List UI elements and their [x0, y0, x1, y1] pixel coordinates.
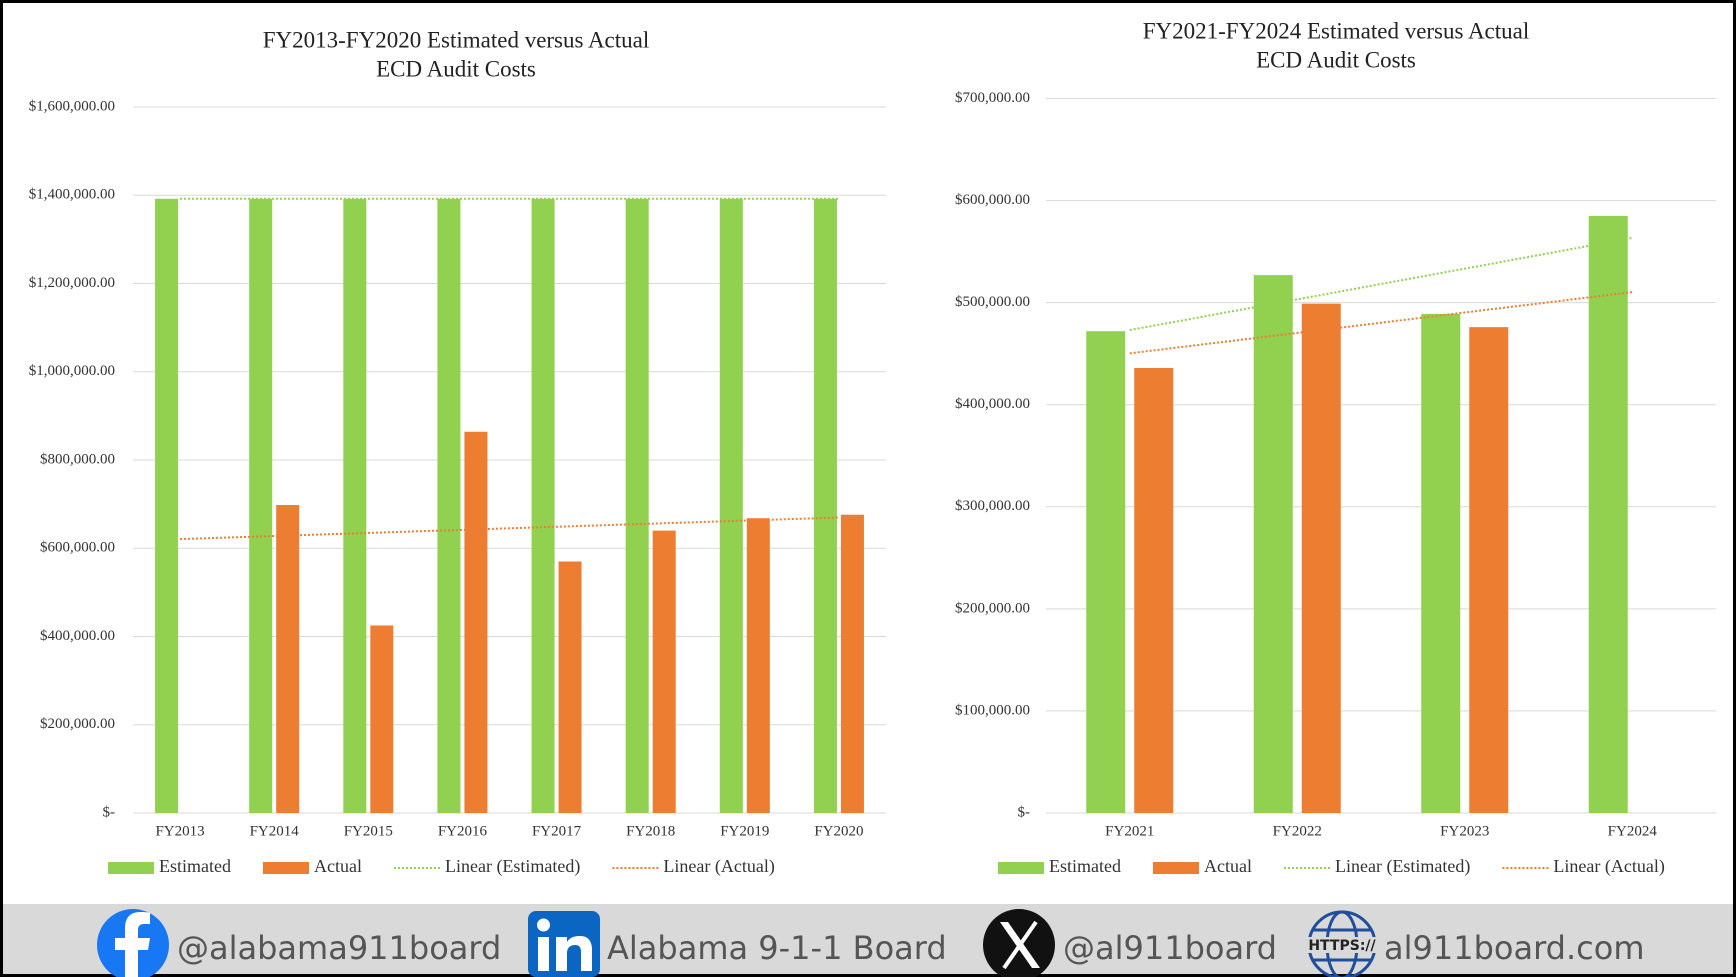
- x-tick-label: FY2021: [1105, 823, 1154, 839]
- trendline: [1129, 236, 1633, 332]
- globe-band: [1306, 937, 1378, 953]
- web-link[interactable]: HTTPS:// al911board.com: [1306, 910, 1645, 977]
- x-tick-label: FY2018: [626, 823, 675, 839]
- trendline: [1129, 291, 1633, 355]
- globe-label: HTTPS://: [1308, 938, 1376, 954]
- legend-label: Linear (Actual): [663, 856, 774, 877]
- chart-title: ECD Audit Costs: [1256, 47, 1416, 72]
- y-tick-label: $1,400,000.00: [29, 187, 115, 203]
- bar: [1421, 313, 1461, 813]
- footer-link: @al911board: [1063, 929, 1277, 967]
- bar: [1469, 327, 1509, 813]
- y-tick-label: $400,000.00: [40, 628, 115, 644]
- legend-label: Linear (Estimated): [445, 856, 580, 877]
- bar: [719, 198, 743, 813]
- x-tick-label: FY2020: [814, 823, 863, 839]
- x-tick-label: FY2024: [1608, 823, 1658, 839]
- y-tick-label: $200,000.00: [40, 716, 115, 732]
- y-tick-label: $100,000.00: [955, 702, 1030, 718]
- x-tick-label: FY2022: [1273, 823, 1322, 839]
- x-tick-label: FY2014: [250, 823, 300, 839]
- y-tick-label: $300,000.00: [955, 498, 1030, 514]
- bar: [464, 431, 488, 813]
- bar: [531, 198, 555, 813]
- bar: [746, 518, 770, 813]
- bar: [652, 530, 676, 813]
- linkedin-glyph: [538, 937, 549, 971]
- y-tick-label: $400,000.00: [955, 396, 1030, 412]
- y-tick-label: $800,000.00: [40, 451, 115, 467]
- x-tick-label: FY2016: [438, 823, 488, 839]
- bar: [1253, 275, 1293, 813]
- legend-label: Estimated: [1049, 856, 1121, 876]
- bar: [840, 514, 864, 813]
- bar: [558, 561, 582, 813]
- legend-swatch: [262, 862, 309, 874]
- charts: FY2013-FY2020 Estimated versus Actual ECD…: [29, 18, 1716, 877]
- bar: [625, 198, 649, 813]
- chart-title: FY2021-FY2024 Estimated versus Actual: [1143, 18, 1530, 43]
- facebook-glyph: [115, 912, 150, 977]
- footer-link: al911board.com: [1384, 929, 1645, 967]
- legend-label: Linear (Estimated): [1335, 856, 1470, 877]
- legend-label: Actual: [314, 856, 362, 876]
- y-tick-label: $-: [1018, 804, 1031, 820]
- footer-link: Alabama 9-1-1 Board: [607, 929, 947, 967]
- footer-link: @alabama911board: [177, 929, 501, 967]
- linkedin-link[interactable]: Alabama 9-1-1 Board: [528, 911, 947, 977]
- bar: [276, 505, 300, 813]
- y-tick-label: $1,000,000.00: [29, 363, 115, 379]
- y-tick-label: $1,600,000.00: [29, 98, 115, 114]
- x-tick-label: FY2023: [1440, 823, 1489, 839]
- x-tick-label: FY2015: [344, 823, 393, 839]
- linkedin-glyph: [556, 936, 592, 971]
- chart-title: ECD Audit Costs: [376, 56, 536, 81]
- bar: [1301, 303, 1341, 813]
- bar: [813, 198, 837, 813]
- y-tick-label: $600,000.00: [40, 540, 115, 556]
- footer-band: [3, 904, 1733, 974]
- footer: @alabama911board Alabama 9-1-1 Board @al…: [3, 904, 1733, 977]
- facebook-link[interactable]: @alabama911board: [97, 909, 501, 977]
- legend-label: Estimated: [159, 856, 231, 876]
- bar: [437, 198, 461, 813]
- y-tick-label: $600,000.00: [955, 192, 1030, 208]
- legend-swatch: [1152, 862, 1199, 874]
- y-tick-label: $500,000.00: [955, 294, 1030, 310]
- legend-swatch: [998, 862, 1044, 874]
- bar: [1134, 367, 1174, 813]
- bar: [1588, 215, 1628, 813]
- bar: [1086, 331, 1126, 813]
- bar: [155, 198, 179, 813]
- y-tick-label: $200,000.00: [955, 600, 1030, 616]
- bar: [249, 198, 273, 813]
- bar: [370, 625, 394, 813]
- y-tick-label: $-: [103, 804, 116, 820]
- x-tick-label: FY2019: [720, 823, 769, 839]
- x-tick-label: FY2017: [532, 823, 582, 839]
- x-glyph: [1002, 920, 1038, 970]
- legend-label: Linear (Actual): [1553, 856, 1664, 877]
- y-tick-label: $700,000.00: [955, 90, 1030, 106]
- x-tick-label: FY2013: [155, 823, 204, 839]
- legend-label: Actual: [1204, 856, 1252, 876]
- bar: [343, 198, 367, 813]
- y-tick-label: $1,200,000.00: [29, 275, 115, 291]
- trendline: [180, 516, 839, 541]
- chart-title: FY2013-FY2020 Estimated versus Actual: [263, 27, 650, 52]
- x-link[interactable]: @al911board: [983, 909, 1277, 977]
- legend-swatch: [108, 862, 154, 874]
- linkedin-glyph: [537, 918, 550, 932]
